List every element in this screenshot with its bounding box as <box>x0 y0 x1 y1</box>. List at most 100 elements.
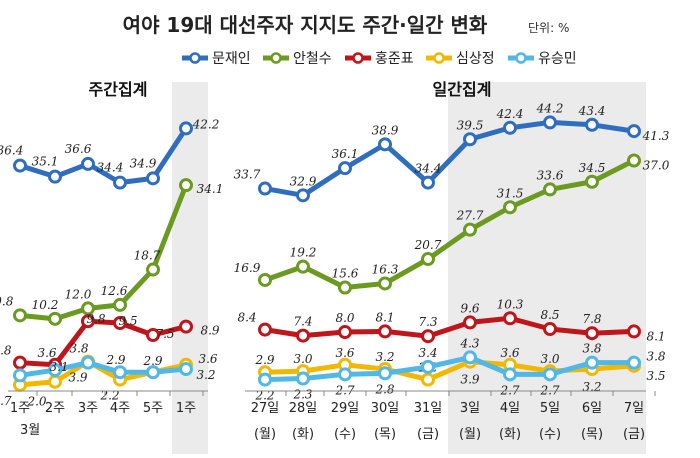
data-point <box>48 374 62 389</box>
x-tick-label: 30일 <box>371 401 400 416</box>
daily-series-2: 8.4 7.4 8.0 8.1 7.3 9.6 10.3 8.5 7.8 8.1 <box>237 297 665 343</box>
data-label: 2.2 <box>254 389 274 403</box>
data-point <box>421 329 435 344</box>
data-point <box>627 324 641 339</box>
x-tick-label: 4일 <box>500 401 520 416</box>
data-point <box>258 372 272 387</box>
data-point <box>48 311 62 326</box>
data-label: 32.9 <box>290 174 317 188</box>
data-point <box>179 121 193 136</box>
data-label: 27.7 <box>456 209 484 223</box>
data-point <box>338 161 352 176</box>
data-label: 41.3 <box>642 129 670 143</box>
data-point <box>296 328 310 343</box>
data-label: 43.4 <box>578 104 606 118</box>
x-tick-label: 5주 <box>143 401 163 416</box>
data-point <box>179 178 193 193</box>
data-point <box>296 259 310 274</box>
data-point <box>81 314 95 329</box>
data-label: 39.5 <box>457 118 484 132</box>
data-point <box>113 175 127 190</box>
legend-item-2: 홍준표 <box>345 51 414 67</box>
weekday-label: (목) <box>374 427 396 442</box>
x-tick-label: 28일 <box>289 401 318 416</box>
data-label: 3.9 <box>68 371 87 385</box>
data-label: 34.5 <box>579 161 606 175</box>
data-label: 9.8 <box>86 312 105 326</box>
data-point <box>13 355 27 370</box>
data-point <box>146 365 160 380</box>
data-point <box>81 355 95 370</box>
legend-item-4: 유승민 <box>508 51 577 67</box>
x-tick-label: 31일 <box>414 401 443 416</box>
data-point <box>81 156 95 171</box>
data-point <box>463 315 477 330</box>
data-label: 42.2 <box>192 117 220 131</box>
series-line <box>264 354 634 383</box>
data-point <box>378 366 392 381</box>
data-point <box>338 325 352 339</box>
data-label: 7.5 <box>155 327 174 341</box>
data-label: 3.8 <box>646 350 665 364</box>
x-tick-label: 3주 <box>78 401 98 416</box>
data-label: 3.4 <box>418 346 437 360</box>
daily-series-1: 16.9 19.2 15.6 16.3 20.7 27.7 31.5 33.6 34.5 37.0 <box>234 153 670 295</box>
weekly-panel-title: 주간집계 <box>89 80 148 99</box>
data-label: 20.7 <box>414 238 442 252</box>
x-tick-label: 6일 <box>582 401 602 416</box>
data-label: 2.9 <box>254 353 274 367</box>
daily-plot: 33.7 32.9 36.1 38.9 34.4 39.5 42.4 44.2 43.4 41.3… <box>234 101 670 402</box>
x-tick-label: 4주 <box>110 401 130 416</box>
x-tick-label: 29일 <box>331 401 360 416</box>
data-point <box>627 355 641 370</box>
data-label: 8.1 <box>646 329 665 343</box>
data-point <box>179 319 193 334</box>
data-label: 34.4 <box>97 161 124 175</box>
legend-item-0: 문재인 <box>182 51 251 67</box>
x-tick-label: 1주 <box>176 401 196 416</box>
data-point <box>179 362 193 377</box>
data-label: 34.4 <box>415 162 442 176</box>
data-label: 7.8 <box>582 312 601 326</box>
x-tick-label: 27일 <box>251 401 280 416</box>
weekday-label: (수) <box>334 427 356 442</box>
data-point <box>543 182 557 197</box>
data-point <box>296 371 310 386</box>
data-point <box>296 188 310 203</box>
legend-swatch-marker <box>433 52 445 64</box>
data-label: 8.1 <box>375 310 394 324</box>
data-label: 8.9 <box>200 324 219 338</box>
data-label: 16.9 <box>234 261 261 275</box>
data-point <box>503 200 517 215</box>
data-label: 4.3 <box>459 336 479 350</box>
data-label: 36.1 <box>332 147 359 161</box>
weekday-label: (화) <box>499 427 521 442</box>
data-label: 44.2 <box>536 101 564 115</box>
x-tick-label: 3일 <box>460 401 480 416</box>
legend-swatch-marker <box>189 52 201 64</box>
data-point <box>48 169 62 184</box>
data-label: 10.3 <box>497 297 524 311</box>
data-point <box>146 328 160 342</box>
data-label: 10.8 <box>0 294 14 308</box>
data-label: 3.0 <box>293 352 312 366</box>
weekday-label: (목) <box>581 427 603 442</box>
data-label: 1.7 <box>0 394 12 408</box>
data-label: 3.6 <box>198 352 217 366</box>
weekday-label: (월) <box>254 427 276 442</box>
data-label: 2.7 <box>334 383 354 397</box>
data-label: 16.3 <box>372 262 399 276</box>
data-point <box>543 322 557 336</box>
data-label: 31.5 <box>497 186 524 200</box>
daily-series-0: 33.7 32.9 36.1 38.9 34.4 39.5 42.4 44.2 43.4 41.3 <box>234 101 670 203</box>
unit-label: 단위: % <box>528 21 569 35</box>
legend-label: 문재인 <box>212 51 251 67</box>
data-label: 7.3 <box>418 315 437 329</box>
data-point <box>585 117 599 132</box>
data-label: 12.0 <box>65 287 92 301</box>
data-label: 9.5 <box>118 314 137 328</box>
data-point <box>463 222 477 237</box>
x-tick-label: 7일 <box>624 401 644 416</box>
weekly-series-1: 10.8 10.2 12.0 12.6 18.7 34.1 <box>0 178 223 326</box>
